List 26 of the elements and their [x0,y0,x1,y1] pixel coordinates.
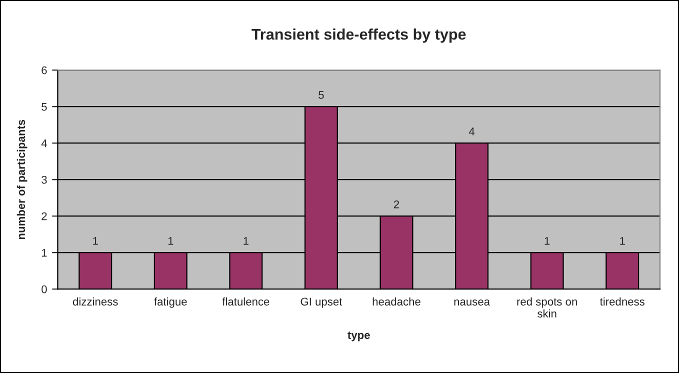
data-label: 4 [468,128,475,136]
x-axis-title: type [348,332,370,342]
data-label: 1 [544,237,550,245]
chart-title: Transient side-effects by type [252,28,466,43]
data-label: 2 [394,200,400,208]
y-tick-label: 5 [42,103,47,111]
y-tick-label: 3 [42,176,47,184]
data-label: 1 [168,237,174,245]
data-label: 5 [318,91,324,99]
data-label: 1 [244,237,248,245]
y-tick-label: 4 [41,139,47,148]
y-tick-label: 2 [42,212,47,220]
data-label: 1 [620,237,625,245]
x-tick-label: dizziness [72,297,118,306]
x-tick-label: flatulence [222,297,270,306]
y-axis-title: number of participants [16,120,28,240]
x-tick-label: red spots on skin [517,297,577,318]
x-tick-label: headache [372,297,420,306]
x-tick-label: GI upset [300,298,342,308]
y-tick-label: 1 [42,248,47,257]
x-tick-label: tiredness [600,297,644,306]
x-tick-label: fatigue [154,297,187,308]
x-tick-label: nausea [454,299,490,306]
y-tick-label: 0 [42,285,47,294]
y-tick-label: 6 [42,66,47,74]
data-label: 1 [93,237,98,245]
